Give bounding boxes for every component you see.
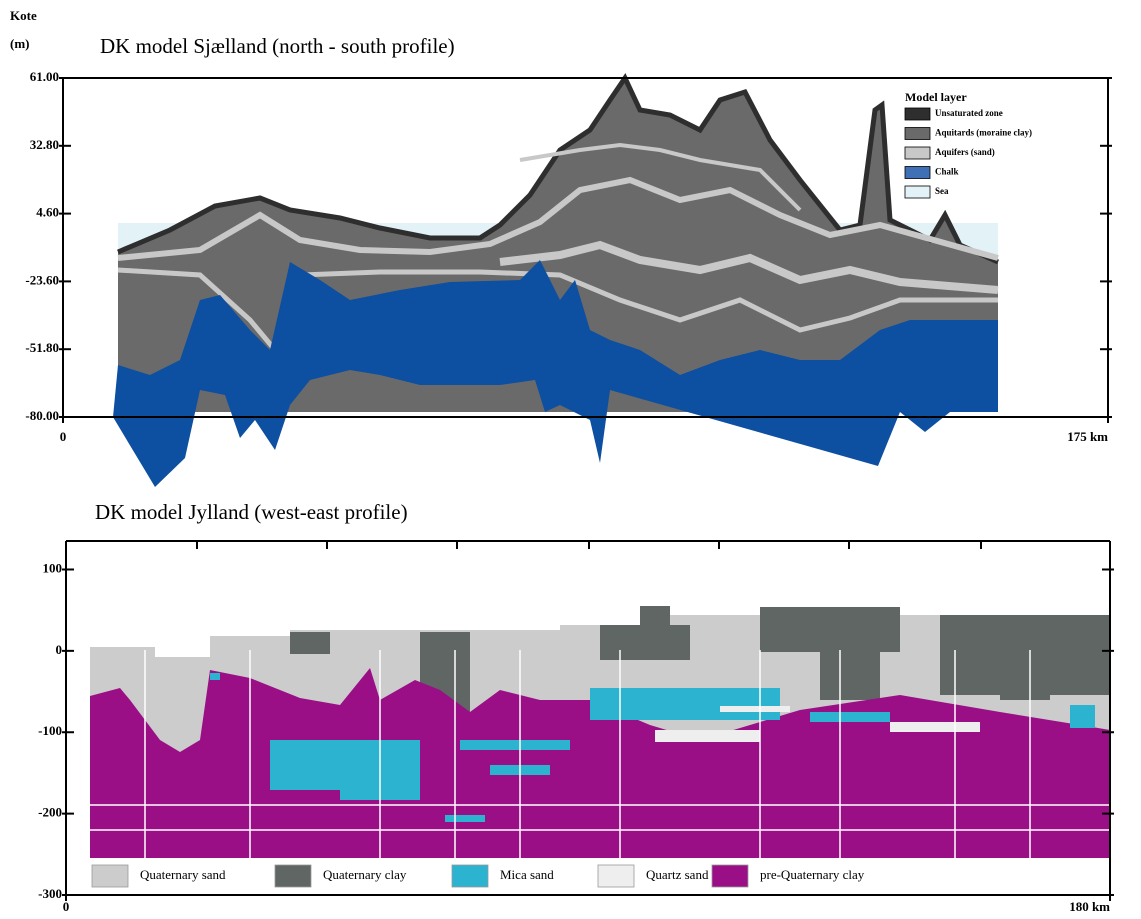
y-axis-label: (m) (10, 36, 30, 51)
legend-label: Mica sand (500, 867, 554, 882)
legend-label: Aquitards (moraine clay) (935, 128, 1032, 138)
y-tick-label: 100 (43, 560, 63, 575)
y-tick-label: -51.80 (25, 340, 59, 355)
legend-swatch (905, 108, 930, 120)
legend-label: Chalk (935, 167, 959, 177)
y-tick-label: 32.80 (30, 137, 59, 152)
figure: DK model Sjælland (north - south profile… (0, 0, 1141, 919)
x-tick-label: 0 (60, 429, 67, 444)
legend-swatch (598, 865, 634, 887)
y-tick-label: -80.00 (25, 408, 59, 423)
legend-label: Quaternary sand (140, 867, 226, 882)
legend-swatch (905, 147, 930, 159)
legend-swatch (92, 865, 128, 887)
top-ticks (197, 541, 981, 549)
legend-label: pre-Quaternary clay (760, 867, 865, 882)
y-tick-label: -100 (38, 723, 62, 738)
section-upper (113, 78, 998, 487)
y-tick-label: -300 (38, 886, 62, 901)
legend-swatch (905, 167, 930, 179)
y-tick-label: 4.60 (36, 205, 59, 220)
y-tick-label: -200 (38, 805, 62, 820)
x-tick-label: 0 (63, 899, 70, 914)
legend-swatch (905, 128, 930, 140)
section-lower (90, 541, 1110, 858)
y-tick-label: 61.00 (30, 69, 59, 84)
legend-label: Quartz sand (646, 867, 709, 882)
x-tick-label: 180 km (1069, 899, 1110, 914)
legend-swatch (452, 865, 488, 887)
x-tick-label: 175 km (1067, 429, 1108, 444)
y-tick-label: 0 (56, 642, 63, 657)
legend-label: Quaternary clay (323, 867, 407, 882)
legend-swatch (275, 865, 311, 887)
legend-label: Sea (935, 186, 949, 196)
chart-title: DK model Jylland (west-east profile) (95, 500, 408, 524)
chart-title: DK model Sjælland (north - south profile… (100, 34, 455, 58)
y-axis-label: Kote (10, 8, 37, 23)
legend-label: Unsaturated zone (935, 108, 1003, 118)
legend-swatch (712, 865, 748, 887)
legend-title: Model layer (905, 90, 967, 104)
legend-label: Aquifers (sand) (935, 147, 995, 157)
y-tick-label: -23.60 (25, 272, 59, 287)
legend-swatch (905, 186, 930, 198)
